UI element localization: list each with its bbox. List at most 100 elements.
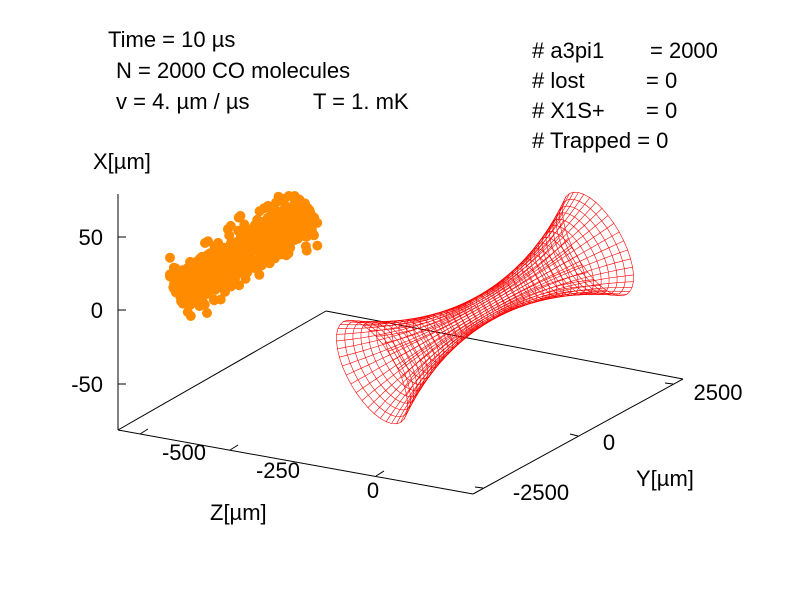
molecule-point — [276, 220, 287, 230]
molecule-point — [264, 250, 275, 261]
y-tick-label-0: 0 — [603, 430, 615, 455]
molecule-point — [227, 264, 238, 275]
y-tick-label-neg2500: -2500 — [513, 480, 569, 505]
y-axis-ticks — [474, 382, 674, 489]
molecule-point — [262, 236, 273, 247]
molecule-point — [190, 293, 201, 304]
z-axis-line — [117, 429, 474, 495]
molecule-point — [312, 217, 323, 228]
molecule-point — [279, 244, 290, 255]
z-axis-ticks — [139, 428, 385, 477]
mesh-line-2 — [405, 287, 633, 416]
z-tick-neg250 — [229, 444, 239, 451]
molecule-point — [269, 234, 280, 245]
x-tick-label-neg50: -50 — [71, 372, 103, 397]
molecule-point — [173, 285, 184, 296]
mesh-line-5 — [406, 266, 633, 396]
mesh-line-25 — [342, 237, 569, 367]
molecule-point — [165, 252, 175, 263]
temperature-annotation: T = 1. mK — [313, 89, 409, 114]
mesh-line-28 — [355, 264, 583, 393]
molecule-point — [202, 308, 212, 318]
mesh-line-22 — [336, 212, 563, 342]
molecule-point — [254, 233, 265, 244]
molecule-point — [294, 194, 305, 205]
count-x1s-label: # X1S+ — [532, 98, 605, 123]
z-axis-label: Z[µm] — [210, 500, 267, 525]
velocity-annotation: v = 4. µm / µs — [116, 89, 250, 114]
molecule-point — [246, 224, 257, 235]
mesh-line-29 — [361, 272, 588, 401]
mesh-line-33 — [385, 292, 613, 422]
molecule-point — [185, 311, 196, 321]
y-tick-label-2500: 2500 — [694, 380, 743, 405]
molecule-point — [203, 287, 214, 298]
mesh-line-35 — [396, 294, 623, 424]
molecule-point — [233, 225, 244, 236]
molecule-point — [306, 224, 317, 235]
molecule-point — [283, 191, 294, 201]
y-tick-2500 — [664, 382, 674, 385]
x-tick-label-0: 0 — [91, 298, 103, 323]
molecule-point — [236, 265, 247, 276]
molecule-point — [194, 301, 205, 312]
molecule-point — [213, 237, 224, 248]
molecule-point — [214, 264, 224, 275]
z-tick-neg500 — [139, 428, 149, 435]
y-tick-0 — [569, 433, 579, 437]
z-tick-label-neg500: -500 — [162, 440, 206, 465]
molecule-point — [288, 220, 299, 231]
molecule-point — [248, 260, 259, 271]
y-axis-label: Y[µm] — [636, 466, 694, 491]
mesh-line-26 — [346, 246, 573, 376]
y-axis-line — [472, 378, 684, 495]
count-x1s-value: = 0 — [646, 98, 677, 123]
y-tick-neg2500 — [474, 486, 484, 489]
x-axis-label: X[µm] — [93, 149, 151, 174]
molecule-point — [259, 219, 270, 230]
molecule-point — [222, 272, 233, 283]
mesh-line-13 — [369, 202, 597, 331]
molecule-point — [200, 238, 210, 248]
x-axis-ticks — [118, 236, 126, 385]
count-lost-label: # lost — [532, 68, 585, 93]
molecule-point — [312, 240, 323, 251]
molecule-point — [243, 242, 254, 253]
count-a3pi1-label: # a3pi1 — [532, 38, 604, 63]
molecule-point — [185, 257, 196, 268]
count-readout: # a3pi1 = 2000 # lost = 0 # X1S+ = 0 # T… — [532, 38, 718, 153]
molecule-point — [215, 276, 226, 287]
count-a3pi1-value: = 2000 — [650, 38, 718, 63]
molecule-point — [209, 295, 220, 306]
mesh-line-19 — [340, 196, 567, 326]
molecule-point-cloud — [165, 191, 323, 321]
molecule-point — [228, 241, 238, 252]
x-tick-label-50: 50 — [79, 225, 103, 250]
molecule-point — [264, 258, 275, 269]
molecule-point — [300, 241, 311, 252]
molecule-point — [239, 219, 250, 230]
molecule-point — [259, 203, 270, 214]
mesh-line-30 — [367, 279, 594, 408]
z-tick-0 — [375, 470, 385, 477]
time-annotation: Time = 10 µs — [108, 27, 235, 52]
mesh-line-34 — [391, 294, 618, 424]
molecule-point — [233, 212, 244, 223]
molecules-annotation: N = 2000 CO molecules — [116, 58, 350, 83]
back-left-edge — [117, 310, 327, 431]
mesh-line-20 — [337, 200, 565, 329]
mesh-line-24 — [339, 229, 566, 358]
mesh-line-32 — [380, 289, 607, 419]
mesh-line-27 — [350, 255, 577, 385]
z-tick-label-neg250: -250 — [256, 458, 300, 483]
mesh-line-3 — [407, 281, 634, 410]
molecule-point — [234, 280, 245, 291]
z-tick-label-0: 0 — [367, 478, 379, 503]
count-trapped-label: # Trapped = 0 — [532, 128, 668, 153]
mesh-line-6 — [404, 258, 631, 387]
molecule-point — [286, 208, 297, 219]
molecule-point — [225, 220, 236, 231]
count-lost-value: = 0 — [646, 68, 677, 93]
molecule-point — [170, 272, 180, 283]
